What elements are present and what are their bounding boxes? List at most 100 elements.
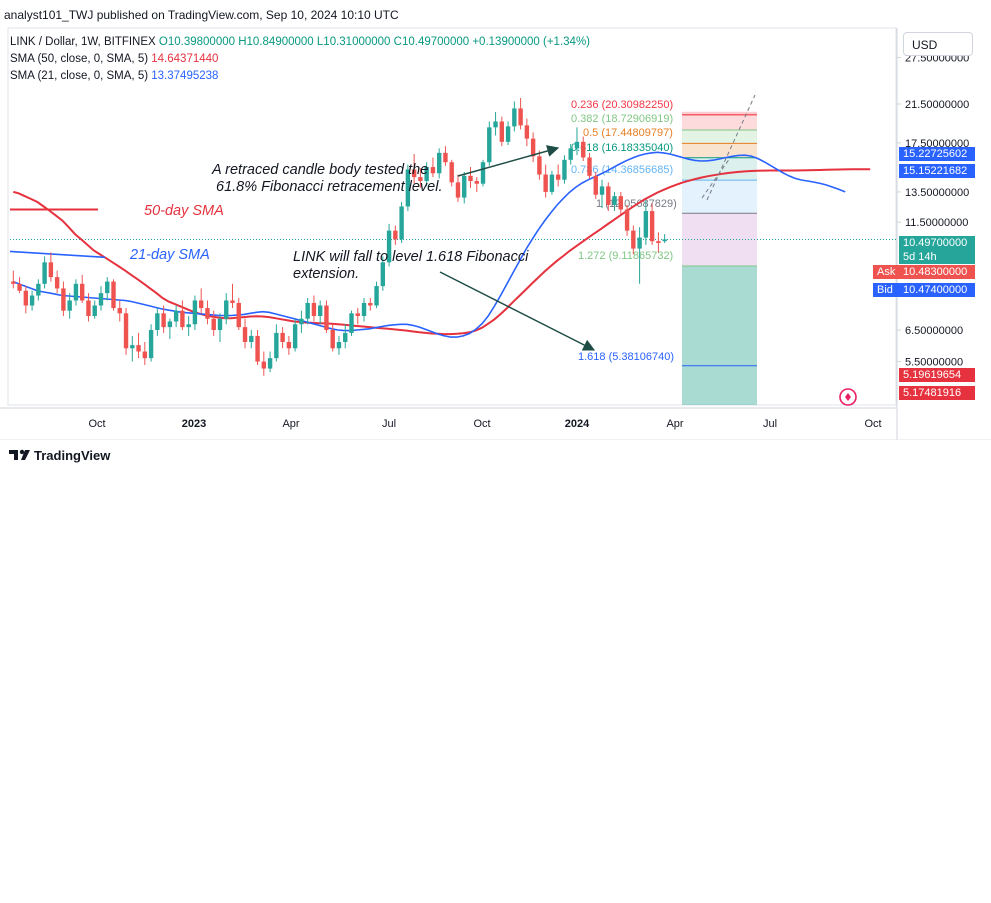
candle-body: [549, 174, 555, 192]
fib-level-value: 1: [596, 198, 605, 210]
price-tag-sma50: 5.17481916: [899, 386, 975, 400]
candle-body: [211, 318, 216, 330]
candle: [555, 164, 561, 187]
candle: [311, 295, 317, 322]
legend-change: +0.13900000 (+1.34%): [472, 36, 590, 48]
annotation-sma21: 21-day SMA: [129, 247, 210, 263]
annotation-arrow-extension: [439, 271, 596, 351]
candle-body: [148, 330, 154, 359]
candle-body: [587, 157, 592, 176]
candle-body: [562, 159, 567, 180]
publisher-header: analyst101_TWJ published on TradingView.…: [0, 0, 991, 30]
legend-symbol[interactable]: LINK / Dollar, 1W, BITFINEX: [10, 36, 156, 48]
legend-sma21-row[interactable]: SMA (21, close, 0, SMA, 5) 13.37495238: [10, 68, 590, 85]
fib-label-1-272: 1.272 (9.11865732): [578, 250, 673, 262]
fib-zone-4: [682, 180, 757, 214]
candle-body: [249, 335, 254, 342]
candle: [92, 300, 97, 319]
candle: [493, 112, 498, 136]
candle-body: [606, 186, 611, 205]
x-tick-label: 2023: [182, 418, 206, 430]
candle-body: [418, 177, 423, 182]
candle: [73, 279, 79, 306]
candle: [643, 200, 649, 245]
fib-label-0-236: 0.236 (20.30982250): [571, 99, 673, 111]
candle-body: [618, 196, 624, 210]
candle: [518, 97, 523, 130]
candle: [468, 167, 473, 188]
candle: [487, 121, 492, 166]
candle: [474, 177, 479, 192]
published-text: analyst101_TWJ published on TradingView.…: [4, 8, 399, 22]
candle: [624, 204, 630, 236]
candle: [393, 225, 398, 245]
candle-body: [173, 310, 179, 322]
candle: [242, 318, 248, 349]
candle-body: [343, 332, 348, 342]
footer-bar: [0, 440, 991, 472]
y-tick-label: 17.50000000: [905, 138, 969, 150]
fib-zone-top: [682, 111, 757, 116]
candle: [280, 327, 285, 349]
fib-zone-3: [682, 157, 757, 181]
candle: [249, 330, 254, 349]
candle-body: [649, 211, 655, 242]
candle-body: [518, 108, 523, 126]
candle-body: [280, 332, 285, 342]
candle-body: [86, 300, 91, 316]
candle-body: [349, 313, 354, 333]
replay-icon-core: [845, 393, 851, 401]
candle: [436, 148, 442, 179]
candle-body: [512, 108, 517, 127]
candle-body: [455, 182, 461, 198]
candle: [61, 281, 66, 316]
candle-body: [117, 308, 122, 314]
fib-level-value: 0.236: [571, 99, 602, 111]
candle-body: [217, 318, 223, 330]
legend-sma50-row[interactable]: SMA (50, close, 0, SMA, 5) 14.64371440: [10, 51, 590, 68]
candle-body: [624, 209, 630, 231]
candle-body: [292, 324, 298, 349]
candle: [205, 300, 210, 325]
candle: [198, 288, 204, 314]
candle-body: [54, 277, 60, 289]
candle: [192, 295, 198, 330]
price-chart[interactable]: 0.236 (20.30982250)0.382 (18.72906919)0.…: [0, 0, 991, 440]
candle-body: [487, 127, 492, 163]
candle: [649, 203, 655, 245]
tradingview-brand[interactable]: TradingView: [34, 448, 111, 463]
fib-level-value: 0.382: [571, 113, 602, 125]
candle-body: [167, 321, 173, 328]
candle: [355, 308, 360, 325]
candle-body: [48, 262, 54, 278]
candle: [236, 297, 241, 330]
candle: [23, 286, 29, 314]
candle: [587, 152, 592, 179]
candle: [424, 162, 429, 187]
candle-body: [11, 281, 16, 284]
candle-body: [468, 175, 473, 182]
candle-body: [555, 174, 561, 180]
candle: [336, 335, 342, 355]
candle: [399, 201, 404, 244]
candle-body: [662, 239, 667, 242]
candle-body: [42, 262, 47, 284]
candle-body: [317, 305, 323, 316]
candle: [443, 146, 448, 166]
candle: [599, 179, 605, 208]
candle-body: [524, 125, 530, 139]
candle: [368, 297, 373, 311]
currency-button[interactable]: USD: [903, 32, 973, 56]
candle-body: [543, 174, 548, 192]
candle: [324, 300, 329, 333]
candle: [286, 335, 292, 355]
candle-body: [411, 169, 417, 178]
price-tag-sma21: 15.15221682: [899, 164, 975, 178]
candle-body: [505, 126, 511, 142]
candle: [606, 182, 611, 212]
candle-body: [36, 283, 41, 296]
candle-body: [449, 162, 454, 183]
candle: [161, 305, 166, 333]
candle-body: [136, 345, 141, 352]
x-tick-label: Oct: [473, 418, 490, 430]
